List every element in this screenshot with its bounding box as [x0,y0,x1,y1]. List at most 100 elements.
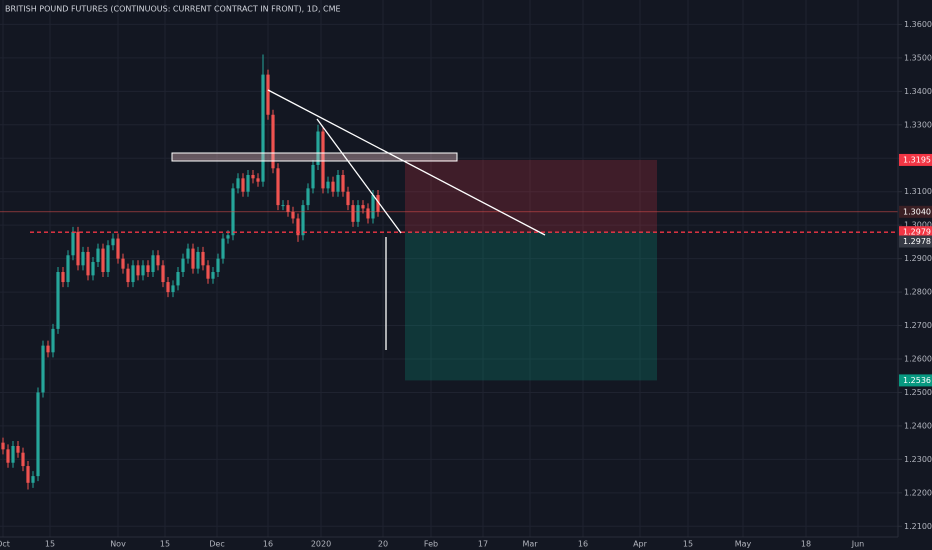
x-tick-label: Jun [851,540,865,549]
x-tick-label: Dec [209,540,224,549]
candle-body [376,195,380,212]
candle-body [101,248,105,273]
x-tick-label: 2020 [311,540,331,549]
candle-body [216,258,220,273]
x-tick-label: Oct [0,540,10,549]
x-tick-label: Nov [110,540,126,549]
candle-body [86,251,90,276]
candle-body [146,265,150,273]
y-tick-label: 1.3100 [904,187,932,196]
candle-body [336,174,340,192]
y-tick-label: 1.2600 [904,355,932,364]
candle-body [6,449,10,463]
position-tool [405,159,657,381]
y-tick-label: 1.2100 [904,522,932,531]
candle-body [191,248,195,269]
candle-body [211,272,215,279]
candle-body [366,208,370,219]
price-label: 1.2978 [903,237,931,246]
candle-body [136,265,140,276]
candle-body [76,231,80,266]
candle-body [261,74,265,182]
candle-body [66,255,70,283]
target-zone [405,232,657,381]
y-tick-label: 1.3600 [904,20,932,29]
candle-body [356,205,360,222]
candle-body [301,205,305,236]
candle-body [51,328,55,353]
candle-body [176,272,180,286]
candle-body [151,255,155,273]
candle-body [111,238,115,246]
price-label-box [899,153,932,166]
y-tick-label: 1.2400 [904,421,932,430]
price-label-box [899,205,932,218]
x-tick-label: 16 [578,540,588,549]
candle-body [351,205,355,222]
price-label-box [899,226,932,239]
candle-body [11,445,15,463]
candle-body [21,452,25,467]
price-label: 1.2536 [903,376,931,385]
candle-body [281,205,285,207]
candle-body [256,178,260,182]
candle-body [56,272,60,329]
candle-body [221,238,225,259]
candle-body [181,258,185,273]
candle-body [196,251,200,269]
trend-line [316,118,402,234]
y-tick-label: 1.2700 [904,321,932,330]
candle-body [271,114,275,169]
x-tick-label: 17 [478,540,488,549]
y-tick-label: 1.3500 [904,53,932,62]
price-label: 1.3040 [903,207,931,216]
stop-zone [405,159,657,233]
candle-body [16,445,20,453]
price-label-box [899,374,932,387]
candle-body [171,285,175,293]
resistance-zone [171,152,458,162]
candle-body [316,131,320,165]
candle-body [96,248,100,262]
candle-body [276,168,280,206]
price-label: 1.3195 [903,155,931,164]
candle-body [36,392,40,477]
candle-body [341,174,345,192]
x-tick-label: 20 [378,540,388,549]
axes: 1.36001.35001.34001.33001.32001.31001.30… [0,20,932,549]
candle-body [126,268,130,283]
grid [0,0,898,537]
candle-body [26,466,30,483]
candle-body [156,255,160,266]
x-tick-label: 16 [263,540,273,549]
candle-body [206,265,210,279]
candle-body [71,231,75,256]
candle-body [61,272,65,283]
x-tick-label: Feb [424,540,438,549]
trend-line [267,89,546,236]
candle-body [361,205,365,209]
candle-body [236,178,240,189]
y-tick-label: 1.3000 [904,221,932,230]
candle-body [371,195,375,219]
candle-body [291,211,295,219]
candle-body [41,345,45,393]
candles [0,54,898,490]
candle-body [166,282,170,293]
candle-body [131,265,135,283]
candle-body [246,174,250,192]
x-tick-label: 15 [160,540,170,549]
candle-body [241,178,245,192]
x-tick-label: 18 [801,540,811,549]
candle-body [266,74,270,115]
candle-body [286,205,290,212]
y-tick-label: 1.2200 [904,488,932,497]
price-label-box [899,235,932,248]
y-tick-label: 1.2800 [904,288,932,297]
x-tick-label: 15 [45,540,55,549]
candle-body [331,181,335,192]
candle-body [346,191,350,206]
candle-body [141,265,145,276]
candle-body [306,188,310,206]
